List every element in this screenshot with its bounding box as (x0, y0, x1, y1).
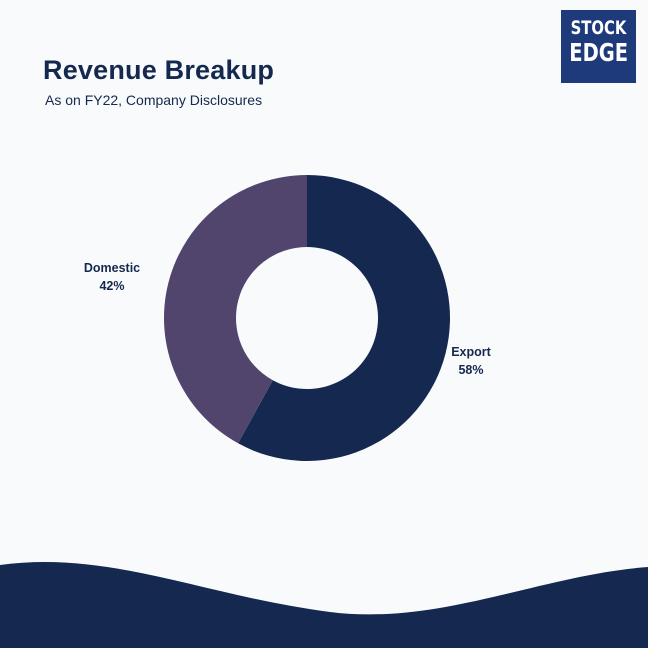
slice-label-domestic: Domestic 42% (72, 259, 152, 295)
slice-label-export: Export 58% (436, 343, 506, 379)
slice-label-domestic-name: Domestic (83, 261, 141, 275)
logo-line-1: STOCK (570, 17, 627, 39)
page-title: Revenue Breakup (43, 55, 275, 85)
slice-label-domestic-value: 42% (99, 279, 125, 293)
donut-slice-export (238, 175, 450, 461)
slice-label-export-value: 58% (458, 363, 484, 377)
donut-slice-domestic (164, 175, 307, 444)
page-subtitle: As on FY22, Company Disclosures (45, 92, 263, 108)
slice-label-export-name: Export (451, 345, 491, 359)
stockedge-logo: STOCK EDGE (561, 10, 636, 83)
footer-wave-shape (0, 561, 648, 648)
logo-line-2: EDGE (569, 38, 629, 67)
